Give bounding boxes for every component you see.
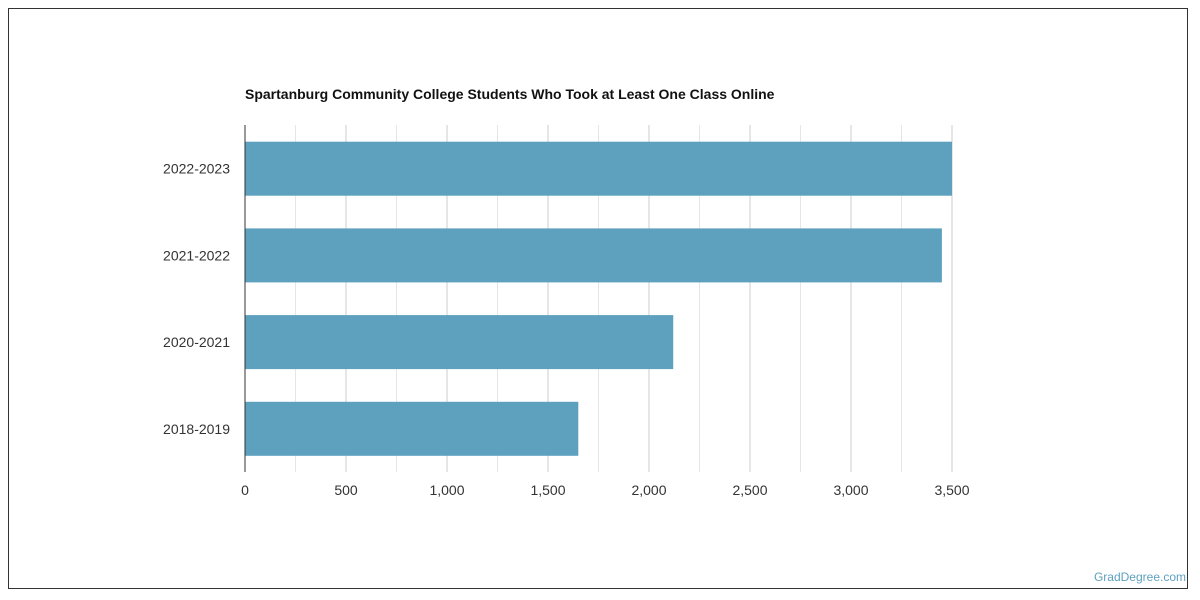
bar-2022-2023	[245, 141, 952, 196]
chart-title: Spartanburg Community College Students W…	[245, 86, 775, 102]
x-tick-label: 0	[241, 482, 249, 498]
x-tick-label: 1,000	[429, 482, 464, 498]
category-label: 2020-2021	[163, 334, 230, 350]
x-tick-label: 2,000	[631, 482, 666, 498]
x-tick-label: 1,500	[530, 482, 565, 498]
bar-2018-2019	[245, 401, 579, 456]
chart-frame	[8, 8, 1188, 589]
x-tick-label: 3,500	[934, 482, 969, 498]
category-label: 2018-2019	[163, 421, 230, 437]
x-tick-label: 500	[334, 482, 358, 498]
x-tick-label: 3,000	[833, 482, 868, 498]
graddegree-link[interactable]: GradDegree.com	[1093, 570, 1186, 584]
bar-2020-2021	[245, 315, 674, 370]
category-label: 2021-2022	[163, 247, 230, 263]
category-label: 2022-2023	[163, 161, 230, 177]
x-tick-label: 2,500	[732, 482, 767, 498]
bar-2021-2022	[245, 228, 942, 283]
